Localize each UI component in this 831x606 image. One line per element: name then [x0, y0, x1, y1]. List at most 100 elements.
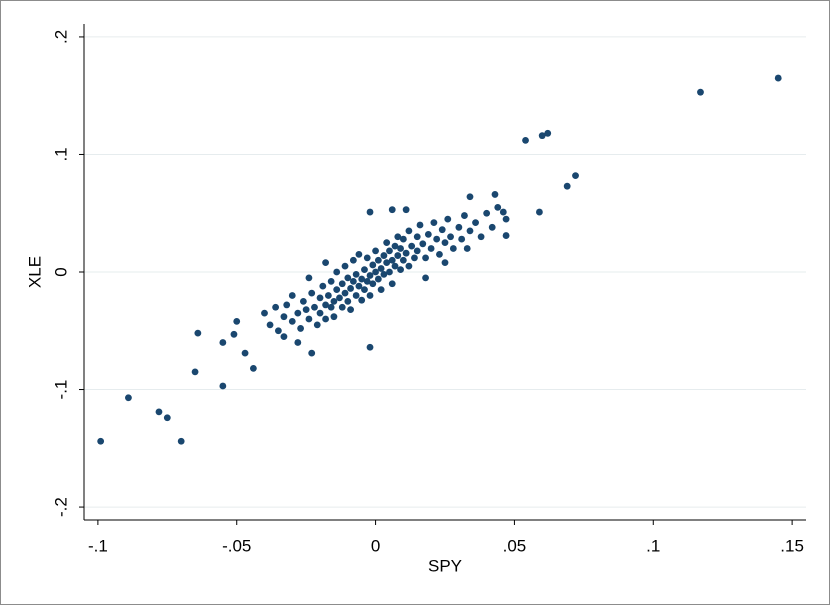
point [366, 292, 374, 299]
point [352, 270, 360, 278]
point [377, 265, 385, 272]
point [430, 219, 438, 227]
point [308, 349, 316, 357]
point [302, 306, 310, 314]
point [305, 274, 313, 282]
point [538, 132, 546, 140]
point [322, 301, 329, 309]
point [422, 254, 429, 262]
point [413, 233, 421, 241]
point [294, 339, 302, 346]
point [427, 245, 435, 252]
point [155, 408, 163, 416]
point [297, 325, 304, 332]
point [397, 245, 404, 252]
point [194, 329, 202, 337]
point [388, 256, 396, 264]
point [394, 252, 402, 259]
point [324, 292, 332, 299]
point [411, 254, 418, 262]
point [466, 227, 474, 235]
point [458, 235, 466, 243]
point [380, 270, 388, 278]
point [288, 292, 296, 299]
point [380, 252, 388, 259]
point [399, 256, 407, 264]
point [361, 286, 368, 294]
point [491, 191, 499, 198]
point [352, 292, 360, 299]
point [219, 339, 227, 346]
point [355, 282, 363, 290]
point [288, 317, 296, 325]
point [391, 262, 399, 270]
point [349, 256, 357, 264]
y-tick-label: -.2 [51, 497, 70, 517]
point [386, 247, 393, 255]
point [344, 297, 352, 305]
point [383, 259, 391, 266]
point [447, 233, 454, 241]
point [249, 364, 257, 372]
point [311, 303, 318, 311]
point [472, 219, 479, 227]
point [441, 239, 449, 247]
point [399, 235, 407, 243]
point [466, 193, 474, 201]
point [572, 172, 579, 180]
point [536, 208, 543, 216]
point [477, 233, 485, 241]
point [402, 206, 410, 214]
point [366, 343, 374, 351]
point [408, 242, 416, 250]
point [316, 309, 324, 317]
point [336, 294, 343, 302]
point [544, 129, 552, 137]
x-axis-title: SPY [428, 556, 462, 575]
point [338, 280, 346, 288]
point [330, 297, 338, 305]
y-axis-title: XLE [25, 256, 44, 288]
point [402, 249, 410, 257]
point [422, 274, 429, 282]
point [97, 437, 105, 445]
point [449, 245, 457, 252]
point [444, 215, 452, 223]
y-tick-label: .1 [51, 147, 70, 161]
point [344, 274, 352, 282]
point [322, 315, 329, 323]
point [405, 262, 413, 270]
point [424, 230, 432, 238]
point [333, 286, 341, 294]
point [230, 330, 238, 338]
point [280, 313, 288, 321]
point [327, 303, 335, 311]
point [391, 242, 399, 250]
point [319, 282, 327, 290]
point [313, 321, 321, 329]
point [436, 250, 443, 258]
point [266, 321, 274, 329]
point [383, 239, 391, 247]
x-tick-label: -.1 [88, 536, 108, 555]
point [333, 268, 341, 276]
point [125, 394, 132, 402]
point [305, 315, 313, 323]
x-tick-label: 0 [371, 536, 380, 555]
point [272, 303, 280, 311]
point [502, 232, 510, 239]
point [488, 223, 496, 231]
point [499, 208, 507, 216]
point [308, 289, 316, 297]
point [377, 286, 385, 294]
point [388, 280, 396, 288]
point [522, 136, 529, 144]
point [774, 74, 782, 82]
point [327, 278, 335, 285]
point [433, 235, 441, 243]
point [261, 309, 268, 317]
point [330, 313, 338, 321]
point [405, 227, 413, 235]
point [294, 309, 302, 317]
